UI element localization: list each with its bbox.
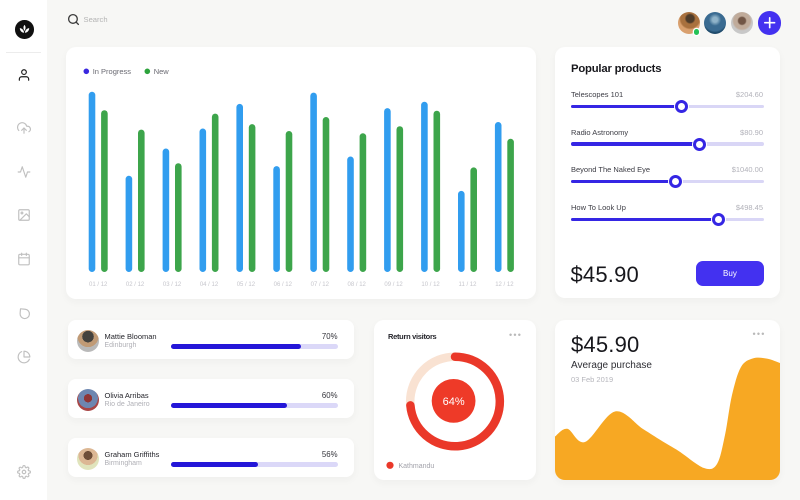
svg-text:02 / 12: 02 / 12 [126, 282, 145, 288]
svg-text:05 / 12: 05 / 12 [237, 282, 256, 288]
svg-text:09 / 12: 09 / 12 [384, 282, 403, 288]
svg-text:01 / 12: 01 / 12 [89, 282, 108, 288]
svg-text:New: New [154, 67, 170, 76]
svg-text:64%: 64% [443, 396, 465, 408]
svg-text:12 / 12: 12 / 12 [495, 282, 514, 288]
svg-text:10 / 12: 10 / 12 [421, 282, 440, 288]
svg-text:Kathmandu: Kathmandu [399, 463, 435, 470]
svg-text:04 / 12: 04 / 12 [200, 282, 219, 288]
svg-text:03 / 12: 03 / 12 [163, 282, 182, 288]
svg-text:08 / 12: 08 / 12 [348, 282, 367, 288]
svg-text:06 / 12: 06 / 12 [274, 282, 293, 288]
svg-text:In Progress: In Progress [93, 67, 132, 76]
svg-text:07 / 12: 07 / 12 [311, 282, 330, 288]
svg-text:11 / 12: 11 / 12 [459, 282, 478, 288]
